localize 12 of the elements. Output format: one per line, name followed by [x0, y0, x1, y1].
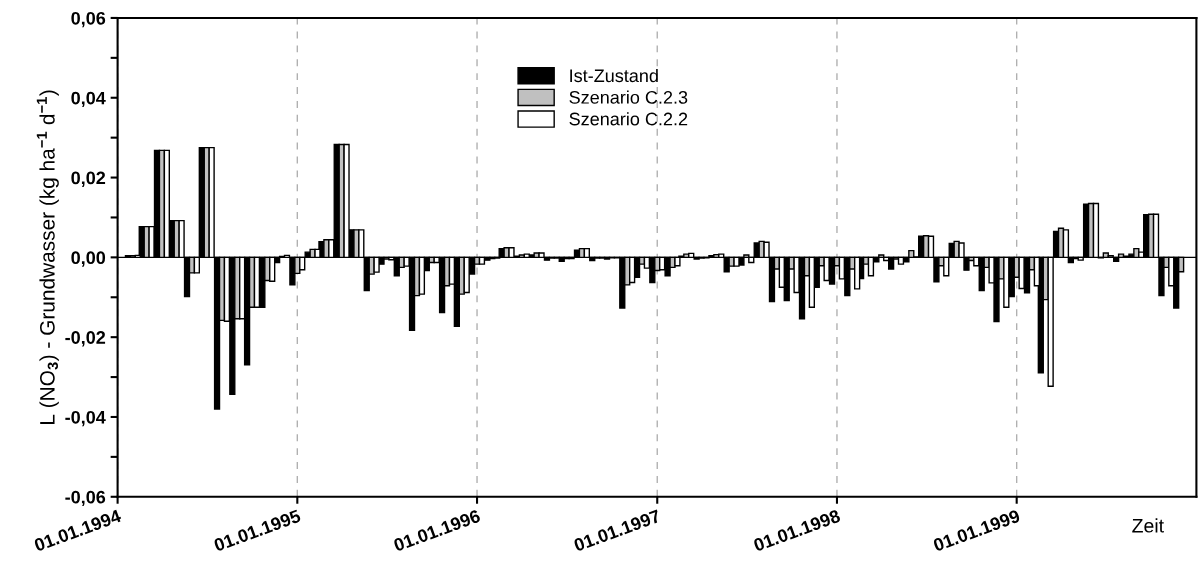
y-tick-label: 0,00: [71, 251, 106, 267]
y-tick-label: -0,02: [65, 331, 106, 347]
legend-label: Szenario C.2.3: [569, 90, 688, 104]
y-axis-title: L (NO$_{3}$) - Grundwasser (kg ha$^{−1}$ d$^{−1}$): [36, 90, 59, 424]
y-tick-label: 0,02: [71, 171, 106, 187]
y-tick-label: 0,04: [71, 91, 106, 108]
x-axis-title: Zeit: [1132, 518, 1164, 533]
y-tick-label: 0,06: [71, 11, 106, 28]
legend-label: Szenario C.2.2: [569, 112, 688, 126]
y-tick-label: -0,04: [65, 410, 106, 427]
legend-label: Ist-Zustand: [570, 68, 658, 83]
y-tick-label: -0,06: [65, 490, 106, 507]
